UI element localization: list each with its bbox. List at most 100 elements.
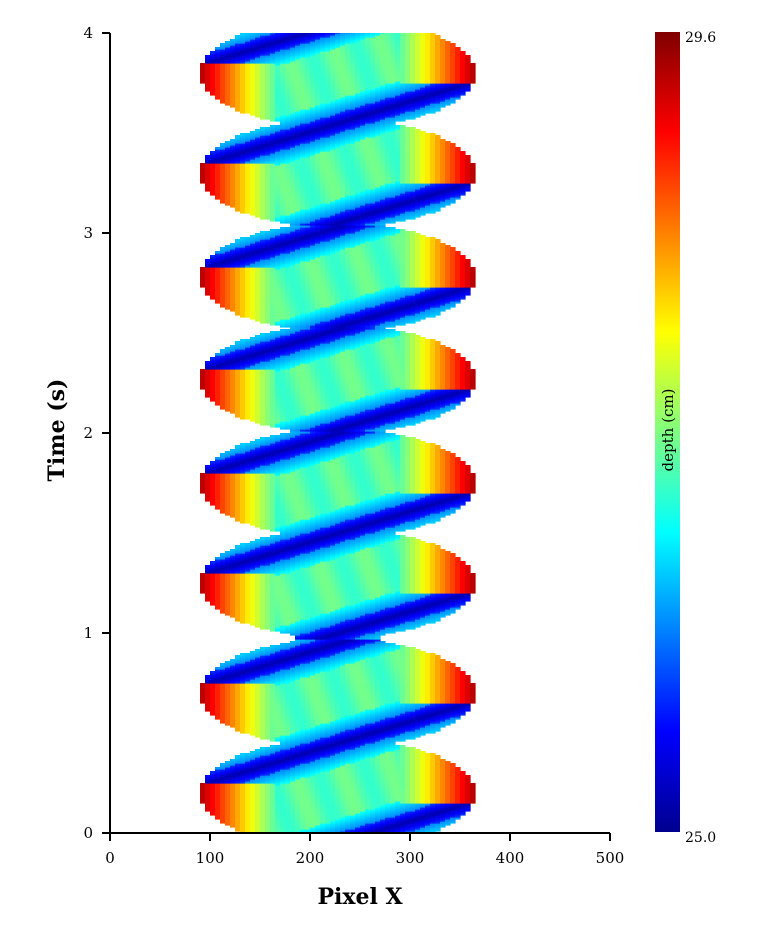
heatmap-cell: [215, 795, 221, 798]
heatmap-cell: [395, 791, 401, 794]
heatmap-cell: [340, 799, 346, 802]
heatmap-cell: [435, 825, 441, 828]
heatmap-cell: [455, 785, 461, 788]
heatmap-cell: [290, 813, 296, 816]
heatmap-cell: [375, 811, 381, 814]
heatmap-cell: [340, 829, 346, 832]
heatmap-cell: [385, 827, 391, 830]
heatmap-cell: [410, 785, 416, 788]
heatmap-cell: [395, 801, 401, 804]
heatmap-cell: [290, 829, 296, 832]
heatmap-cell: [215, 803, 221, 806]
heatmap-cell: [270, 809, 276, 812]
heatmap-cell: [240, 795, 246, 798]
heatmap-cell: [205, 785, 211, 788]
heatmap-cell: [395, 807, 401, 810]
heatmap-cell: [265, 817, 271, 820]
heatmap-cell: [370, 823, 376, 826]
heatmap-cell: [245, 827, 251, 830]
heatmap-cell: [470, 791, 476, 794]
heatmap-cell: [365, 803, 371, 806]
heatmap-cell: [285, 793, 291, 796]
heatmap-cell: [205, 795, 211, 798]
heatmap-cell: [345, 815, 351, 818]
heatmap-cell: [250, 811, 256, 814]
heatmap-cell: [225, 785, 231, 788]
heatmap-cell: [310, 783, 316, 786]
heatmap-cell: [440, 789, 446, 792]
heatmap-cell: [290, 641, 296, 644]
heatmap-cell: [255, 819, 261, 822]
heatmap-cell: [270, 807, 276, 810]
heatmap-cell: [415, 811, 421, 814]
heatmap-cell: [225, 807, 231, 810]
heatmap-cell: [460, 811, 466, 814]
heatmap-cell: [400, 791, 406, 794]
heatmap-cell: [340, 813, 346, 816]
heatmap-cell: [300, 817, 306, 820]
heatmap-cell: [285, 783, 291, 786]
heatmap-cell: [290, 781, 296, 784]
heatmap-cell: [315, 829, 321, 832]
heatmap-cell: [390, 827, 396, 830]
heatmap-cell: [385, 823, 391, 826]
heatmap-cell: [255, 801, 261, 804]
heatmap-cell: [365, 787, 371, 790]
heatmap-cell: [440, 823, 446, 826]
heatmap-cell: [355, 805, 361, 808]
heatmap-cell: [380, 801, 386, 804]
heatmap-cell: [345, 785, 351, 788]
heatmap-cell: [210, 785, 216, 788]
heatmap-cell: [350, 781, 356, 784]
heatmap-cell: [440, 797, 446, 800]
heatmap-cell: [290, 821, 296, 824]
heatmap-cell: [270, 799, 276, 802]
heatmap-cell: [425, 789, 431, 792]
heatmap-cell: [430, 817, 436, 820]
heatmap-cell: [265, 787, 271, 790]
heatmap-cell: [310, 827, 316, 830]
heatmap-cell: [300, 799, 306, 802]
heatmap-cell: [275, 795, 281, 798]
heatmap-cell: [410, 823, 416, 826]
heatmap-cell: [455, 801, 461, 804]
heatmap-cell: [375, 805, 381, 808]
heatmap-cell: [410, 787, 416, 790]
heatmap-cell: [455, 793, 461, 796]
heatmap-cell: [450, 783, 456, 786]
heatmap-cell: [335, 807, 341, 810]
heatmap-cell: [325, 811, 331, 814]
heatmap-cell: [280, 785, 286, 788]
heatmap-cell: [290, 797, 296, 800]
heatmap-cell: [460, 799, 466, 802]
heatmap-cell: [450, 819, 456, 822]
heatmap-cell: [435, 655, 441, 658]
heatmap-cell: [280, 791, 286, 794]
heatmap-cell: [345, 813, 351, 816]
heatmap-cell: [285, 643, 291, 646]
heatmap-cell: [390, 783, 396, 786]
heatmap-cell: [265, 813, 271, 816]
heatmap-cell: [305, 819, 311, 822]
heatmap-cell: [455, 809, 461, 812]
heatmap-cell: [265, 825, 271, 828]
heatmap-cell: [340, 793, 346, 796]
heatmap-cell: [360, 811, 366, 814]
heatmap-cell: [420, 821, 426, 824]
heatmap-cell: [280, 801, 286, 804]
heatmap-cell: [335, 803, 341, 806]
heatmap-cell: [445, 661, 451, 664]
heatmap-cell: [305, 783, 311, 786]
heatmap-cell: [235, 805, 241, 808]
heatmap-cell: [305, 805, 311, 808]
heatmap-cell: [375, 813, 381, 816]
heatmap-cell: [265, 793, 271, 796]
heatmap-cell: [435, 823, 441, 826]
heatmap-cell: [295, 823, 301, 826]
heatmap-cell: [440, 821, 446, 824]
heatmap-cell: [290, 791, 296, 794]
heatmap-cell: [425, 829, 431, 832]
heatmap-cell: [245, 801, 251, 804]
heatmap-cell: [295, 797, 301, 800]
heatmap-cell: [285, 787, 291, 790]
